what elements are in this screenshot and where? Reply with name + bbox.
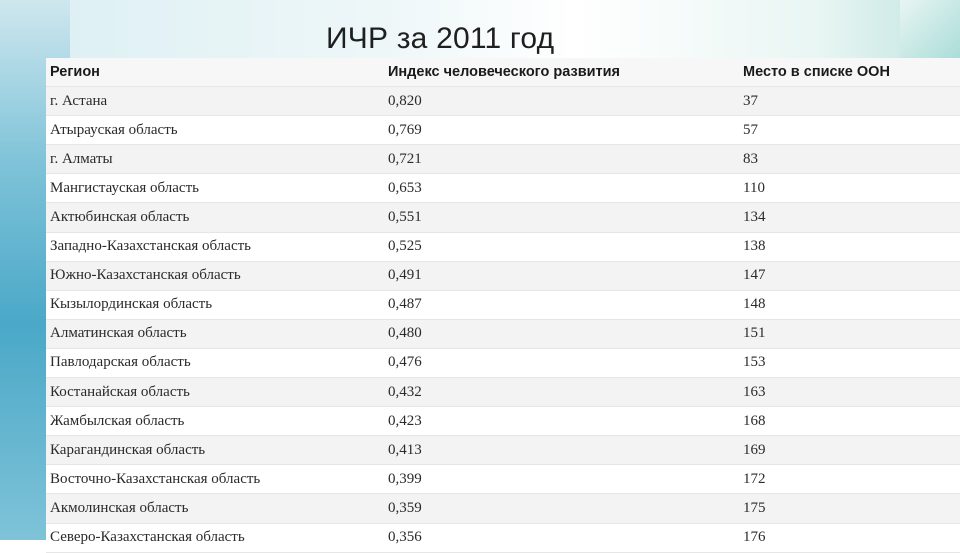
cell-un-rank: 169 [739,435,960,466]
cell-region: Мангистауская область [46,173,384,204]
cell-hdi: 0,413 [384,435,739,466]
cell-un-rank: 147 [739,261,960,291]
table-row: Мангистауская область 0,653 110 [46,173,960,204]
cell-un-rank: 176 [739,523,960,553]
cell-un-rank: 163 [739,377,960,408]
table-row: Карагандинская область 0,413 169 [46,435,960,466]
cell-hdi: 0,480 [384,319,739,349]
cell-hdi: 0,399 [384,464,739,495]
table-row: г. Астана 0,820 37 [46,86,960,117]
cell-un-rank: 83 [739,144,960,175]
hdi-table: Регион Индекс человеческого развития Мес… [46,58,960,553]
cell-un-rank: 153 [739,348,960,379]
cell-un-rank: 148 [739,290,960,320]
cell-region: Восточно-Казахстанская область [46,464,384,495]
cell-region: Северо-Казахстанская область [46,523,384,553]
cell-un-rank: 175 [739,493,960,524]
cell-region: Алматинская область [46,319,384,349]
table-row: Акмолинская область 0,359 175 [46,493,960,524]
table-row: Алматинская область 0,480 151 [46,319,960,349]
cell-hdi: 0,432 [384,377,739,408]
table-row: Западно-Казахстанская область 0,525 138 [46,232,960,262]
cell-hdi: 0,359 [384,493,739,524]
cell-region: Жамбылская область [46,406,384,437]
cell-hdi: 0,487 [384,290,739,320]
cell-region: Павлодарская область [46,348,384,379]
cell-hdi: 0,423 [384,406,739,437]
cell-hdi: 0,356 [384,523,739,553]
cell-region: Атырауская область [46,115,384,146]
cell-un-rank: 172 [739,464,960,495]
cell-un-rank: 57 [739,115,960,146]
corner-decoration [900,0,960,62]
cell-region: Западно-Казахстанская область [46,232,384,262]
table-header-row: Регион Индекс человеческого развития Мес… [46,58,960,88]
cell-hdi: 0,525 [384,232,739,262]
cell-region: Актюбинская область [46,202,384,233]
table-row: Кызылординская область 0,487 148 [46,290,960,320]
cell-region: Карагандинская область [46,435,384,466]
hdi-table-container: Регион Индекс человеческого развития Мес… [46,58,960,553]
cell-hdi: 0,551 [384,202,739,233]
header-un-rank: Место в списке ООН [739,58,960,88]
table-row: г. Алматы 0,721 83 [46,144,960,175]
header-region: Регион [46,58,384,88]
header-background [0,0,960,62]
cell-un-rank: 134 [739,202,960,233]
cell-hdi: 0,476 [384,348,739,379]
cell-hdi: 0,820 [384,86,739,117]
cell-region: Кызылординская область [46,290,384,320]
cell-hdi: 0,769 [384,115,739,146]
table-row: Павлодарская область 0,476 153 [46,348,960,379]
table-row: Южно-Казахстанская область 0,491 147 [46,261,960,291]
cell-hdi: 0,491 [384,261,739,291]
cell-hdi: 0,653 [384,173,739,204]
cell-un-rank: 138 [739,232,960,262]
cell-un-rank: 168 [739,406,960,437]
table-row: Северо-Казахстанская область 0,356 176 [46,523,960,553]
slide-title: ИЧР за 2011 год [326,22,555,55]
cell-un-rank: 37 [739,86,960,117]
cell-region: Костанайская область [46,377,384,408]
cell-region: г. Астана [46,86,384,117]
cell-region: Южно-Казахстанская область [46,261,384,291]
cell-hdi: 0,721 [384,144,739,175]
cell-region: г. Алматы [46,144,384,175]
table-row: Атырауская область 0,769 57 [46,115,960,146]
table-row: Актюбинская область 0,551 134 [46,202,960,233]
header-hdi: Индекс человеческого развития [384,58,739,88]
cell-un-rank: 110 [739,173,960,204]
table-row: Костанайская область 0,432 163 [46,377,960,408]
cell-region: Акмолинская область [46,493,384,524]
table-row: Жамбылская область 0,423 168 [46,406,960,437]
table-row: Восточно-Казахстанская область 0,399 172 [46,464,960,495]
cell-un-rank: 151 [739,319,960,349]
